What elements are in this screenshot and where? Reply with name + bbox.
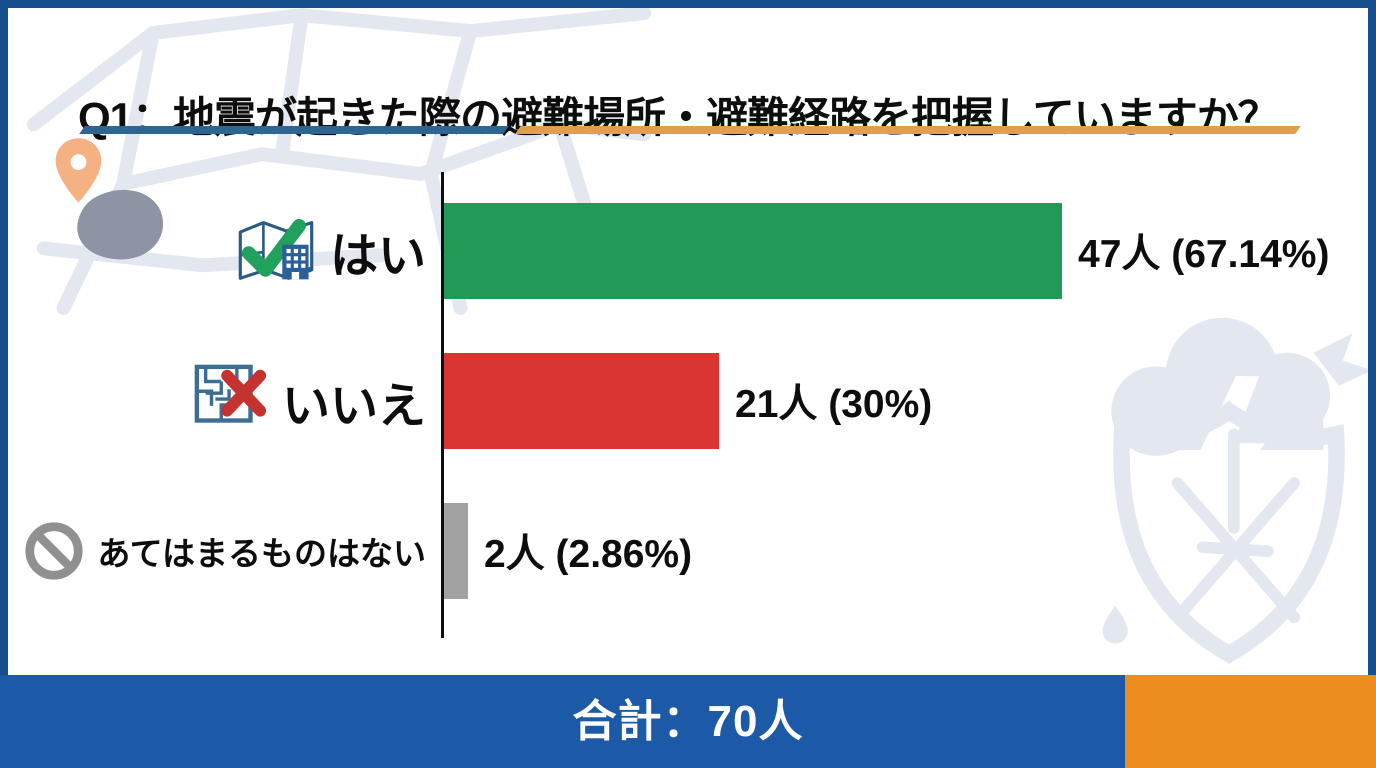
title-underline-orange (515, 126, 1301, 134)
bar-chart-rows: はい 47人 (67.14%) いいえ 21人 (30%) あてはまるものはない 2人 (… (8, 176, 1368, 626)
chart-row: いいえ 21人 (30%) (8, 326, 1368, 476)
total-label: 合計：70人 (572, 697, 804, 746)
bar (442, 503, 468, 599)
category-label-cell: あてはまるものはない (8, 520, 442, 582)
map-check-icon (234, 209, 318, 293)
bar (442, 353, 719, 449)
chart-row: あてはまるものはない 2人 (2.86%) (8, 476, 1368, 626)
banner-orange-block (1125, 675, 1376, 768)
category-label: いいえ (281, 380, 426, 433)
total-banner: 合計：70人 (0, 675, 1376, 768)
bar-track: 2人 (2.86%) (442, 503, 1368, 599)
question-title: Q1：地震が起きた際の避難場所・避難経路を把握していますか？ (78, 94, 1280, 142)
maze-x-icon (192, 362, 270, 440)
bar-value-label: 21人 (30%) (735, 383, 933, 426)
bar-chart: はい 47人 (67.14%) いいえ 21人 (30%) あてはまるものはない 2人 (… (8, 176, 1368, 626)
title-underline-blue (79, 126, 509, 134)
map-blob-shape (77, 189, 164, 260)
prohibition-icon (23, 520, 85, 582)
bar (442, 203, 1062, 299)
map-watermark-illustration (26, 6, 652, 315)
chart-row: はい 47人 (67.14%) (8, 176, 1368, 326)
bar-track: 21人 (30%) (442, 353, 1368, 449)
category-label-cell: いいえ (8, 362, 442, 440)
category-label: あてはまるものはない (97, 535, 426, 572)
category-label: はい (329, 230, 426, 283)
map-pin-icon (55, 138, 102, 203)
storm-shield-watermark-illustration (1102, 317, 1370, 664)
bar-track: 47人 (67.14%) (442, 203, 1368, 299)
category-label-cell: はい (8, 209, 442, 293)
y-axis-line (441, 172, 444, 638)
bar-value-label: 2人 (2.86%) (484, 533, 693, 576)
bar-value-label: 47人 (67.14%) (1078, 233, 1330, 276)
